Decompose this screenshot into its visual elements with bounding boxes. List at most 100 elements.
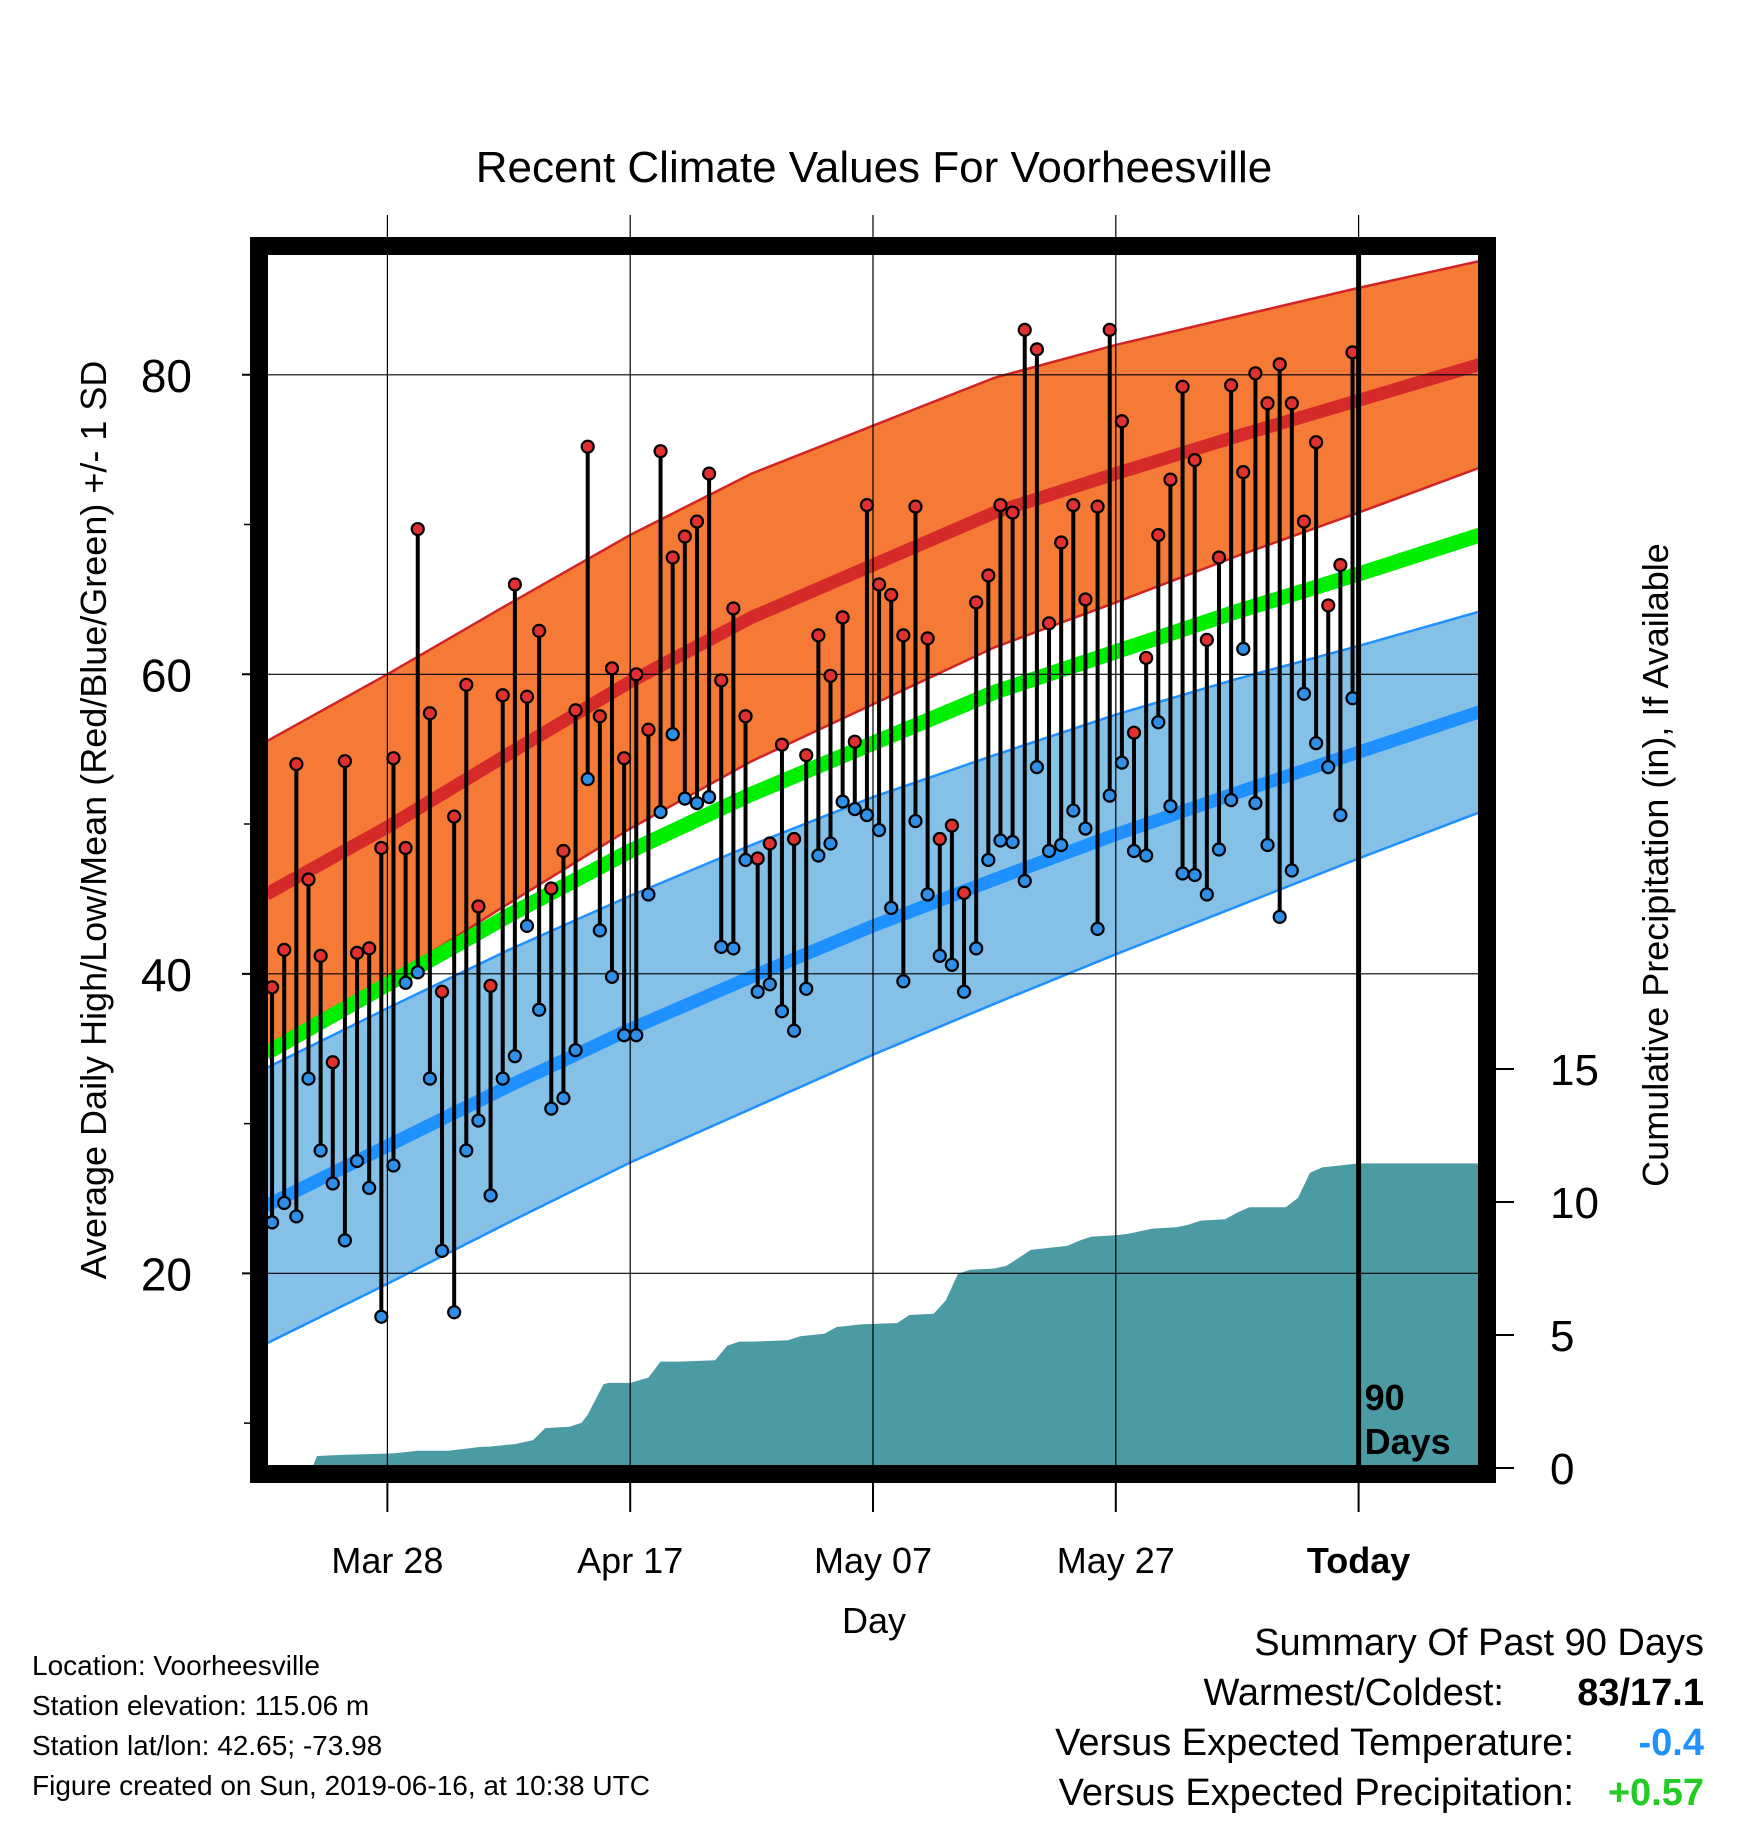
daily-low-point xyxy=(544,1101,559,1116)
daily-high-point xyxy=(981,568,996,583)
daily-high-point xyxy=(289,757,304,772)
daily-low-point xyxy=(750,984,765,999)
daily-low-point xyxy=(956,984,972,999)
daily-low-point xyxy=(811,848,826,863)
daily-high-point xyxy=(702,466,717,481)
daily-high-point xyxy=(1187,453,1202,468)
daily-low-point xyxy=(1126,843,1142,859)
daily-low-point xyxy=(702,790,717,805)
daily-high-point xyxy=(1041,616,1057,631)
daily-high-point xyxy=(1066,497,1081,513)
daily-high-point xyxy=(277,942,292,957)
daily-low-point xyxy=(1284,863,1299,878)
summary-temp-row: Versus Expected Temperature: -0.4 xyxy=(1055,1722,1704,1765)
daily-high-point xyxy=(689,514,705,529)
daily-low-point xyxy=(1151,715,1166,730)
daily-high-point xyxy=(762,836,777,851)
daily-low-point xyxy=(847,801,862,817)
daily-high-point xyxy=(811,628,826,643)
daily-low-point xyxy=(944,957,960,972)
daily-low-point xyxy=(738,852,753,868)
daily-high-point xyxy=(1333,557,1348,573)
daily-low-point xyxy=(1163,798,1178,814)
y-right-tick-label: 15 xyxy=(1550,1046,1599,1095)
daily-low-point xyxy=(289,1209,304,1224)
daily-low-point xyxy=(1090,921,1105,936)
daily-low-point xyxy=(1309,736,1324,751)
daily-low-point xyxy=(871,822,887,838)
y-left-axis-label: Average Daily High/Low/Mean (Red/Blue/Gr… xyxy=(73,361,114,1280)
latlon-text: Station lat/lon: 42.65; -73.98 xyxy=(32,1730,383,1761)
daily-high-point xyxy=(932,831,947,847)
summary-precip-value: +0.57 xyxy=(1607,1772,1704,1814)
daily-high-point xyxy=(969,595,984,610)
daily-low-point xyxy=(1321,760,1336,775)
daily-low-point xyxy=(362,1180,377,1196)
daily-low-point xyxy=(313,1143,328,1158)
daily-high-point xyxy=(1126,725,1142,740)
daily-high-point xyxy=(726,601,741,616)
daily-low-point xyxy=(568,1043,583,1058)
daily-low-point xyxy=(932,948,947,963)
daily-low-point xyxy=(677,791,692,806)
daily-high-point xyxy=(1199,632,1214,647)
daily-high-point xyxy=(1224,378,1239,393)
daily-high-point xyxy=(956,885,972,901)
y-left-tick-label: 60 xyxy=(141,649,192,701)
daily-high-point xyxy=(362,941,377,956)
daily-high-point xyxy=(349,945,365,960)
daily-high-point xyxy=(908,499,923,514)
daily-high-point xyxy=(325,1055,340,1070)
daily-low-point xyxy=(374,1309,389,1324)
daily-high-point xyxy=(1284,396,1299,411)
daily-high-point xyxy=(1175,379,1190,394)
daily-low-point xyxy=(556,1091,571,1106)
daily-high-point xyxy=(422,706,437,721)
daily-high-point xyxy=(471,899,486,914)
daily-high-point xyxy=(1005,505,1020,520)
summary-precip-label: Versus Expected Precipitation: xyxy=(1058,1772,1574,1814)
daily-low-point xyxy=(471,1113,486,1128)
daily-high-point xyxy=(434,984,450,999)
created-text: Figure created on Sun, 2019-06-16, at 10… xyxy=(32,1770,650,1801)
daily-low-point xyxy=(507,1049,522,1064)
daily-high-point xyxy=(884,587,899,603)
summary-title: Summary Of Past 90 Days xyxy=(1254,1622,1704,1664)
daily-high-point xyxy=(835,610,850,625)
daily-high-point xyxy=(1139,650,1154,665)
daily-high-point xyxy=(410,521,425,537)
daily-low-point xyxy=(617,1028,632,1043)
daily-low-point xyxy=(1296,686,1312,701)
daily-high-point xyxy=(1211,550,1227,565)
daily-high-point xyxy=(750,851,765,866)
daily-high-point xyxy=(519,689,535,704)
daily-low-point xyxy=(1102,788,1117,803)
daily-low-point xyxy=(337,1233,353,1248)
daily-high-point xyxy=(1102,322,1117,337)
daily-low-point xyxy=(714,939,729,954)
daily-high-point xyxy=(580,439,595,454)
summary-temp-label: Versus Expected Temperature: xyxy=(1055,1722,1574,1764)
summary-warm-cold-value: 83/17.1 xyxy=(1577,1672,1704,1714)
y-left-tick-label: 40 xyxy=(141,949,192,1001)
daily-low-point xyxy=(1041,843,1057,859)
daily-low-point xyxy=(629,1028,644,1043)
daily-high-point xyxy=(714,673,729,688)
daily-high-point xyxy=(1296,514,1312,529)
daily-low-point xyxy=(398,975,413,990)
daily-high-point xyxy=(993,497,1008,513)
daily-low-point xyxy=(1333,807,1348,823)
daily-high-point xyxy=(386,751,401,766)
daily-low-point xyxy=(823,836,838,851)
daily-low-point xyxy=(277,1195,292,1211)
daily-high-point xyxy=(896,628,911,643)
daily-high-point xyxy=(786,831,802,847)
daily-high-point xyxy=(459,677,474,692)
daily-high-point xyxy=(617,751,632,766)
daily-low-point xyxy=(908,813,923,829)
daily-low-point xyxy=(447,1305,462,1320)
daily-low-point xyxy=(993,833,1008,848)
daily-low-point xyxy=(349,1153,365,1169)
daily-low-point xyxy=(1236,641,1251,656)
